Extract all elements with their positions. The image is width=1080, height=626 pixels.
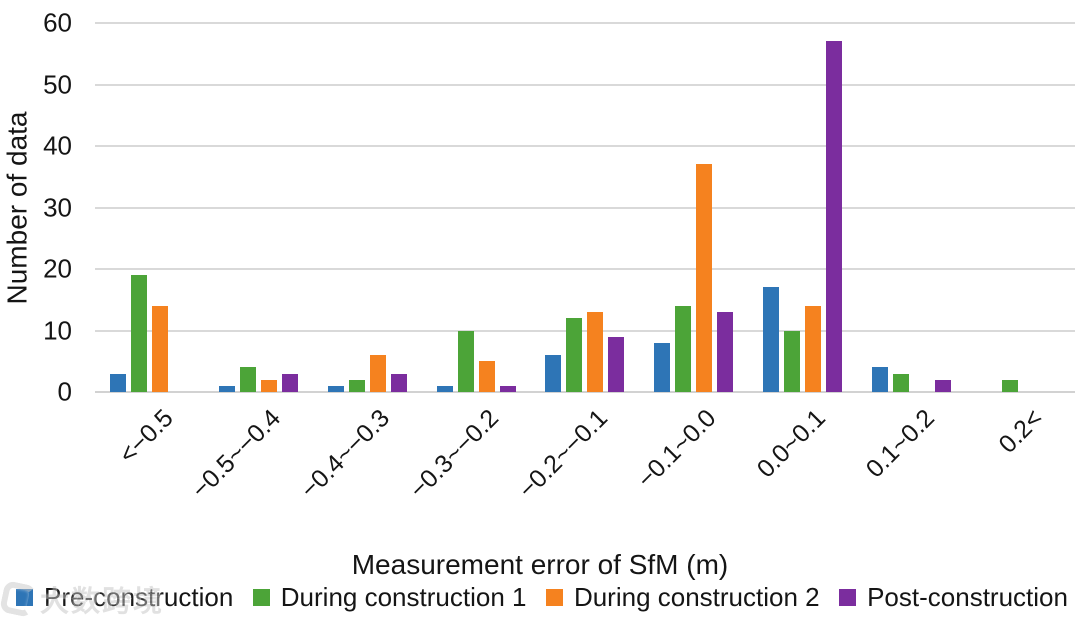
plot-area xyxy=(95,22,1075,393)
y-tick-label: 50 xyxy=(43,69,72,99)
bar-group xyxy=(639,23,748,392)
legend-item: During construction 1 xyxy=(252,582,527,613)
x-tick-label: 0.2< xyxy=(993,404,1049,459)
bar xyxy=(260,379,277,392)
bar xyxy=(499,385,516,392)
legend-swatch-icon xyxy=(839,589,857,606)
x-tick-label: 0.1~0.2 xyxy=(860,404,940,484)
y-tick-label: 0 xyxy=(57,376,72,407)
y-tick-label: 40 xyxy=(43,130,72,161)
legend-item: Post-construction xyxy=(839,582,1068,613)
x-tick-label: −0.2~−0.1 xyxy=(512,404,613,504)
bar-group xyxy=(422,23,531,392)
legend-label: During construction 2 xyxy=(573,582,820,612)
bar xyxy=(457,330,474,392)
gridline xyxy=(95,145,1075,147)
legend-swatch-icon xyxy=(545,589,563,606)
gridline xyxy=(95,22,1075,24)
x-axis-labels: <−0.5 −0.5~−0.4 −0.4~−0.3 −0.3~−0.2 −0.2~−0.… xyxy=(95,404,1075,534)
bar xyxy=(478,361,495,392)
bar xyxy=(675,305,692,392)
bar xyxy=(436,385,453,392)
x-tick-label: <−0.5 xyxy=(113,404,179,470)
bar-group xyxy=(95,23,204,392)
legend-label: Pre-construction xyxy=(44,582,234,612)
x-axis-title: Measurement error of SfM (m) xyxy=(351,549,729,580)
bar xyxy=(109,373,126,392)
bar xyxy=(784,330,801,392)
bar xyxy=(696,164,713,392)
bar xyxy=(281,373,298,392)
bar-group xyxy=(313,23,422,392)
bar xyxy=(893,373,910,392)
bar-group xyxy=(531,23,640,392)
bar xyxy=(545,355,562,392)
bar xyxy=(717,312,734,392)
bar xyxy=(130,275,147,392)
bar xyxy=(327,385,344,392)
bar-group xyxy=(748,23,857,392)
bar xyxy=(763,287,780,392)
bar xyxy=(805,305,822,392)
bar xyxy=(566,318,583,392)
x-tick-label: 0.0~0.1 xyxy=(751,404,831,484)
x-tick-label: −0.4~−0.3 xyxy=(295,404,396,504)
y-tick-label: 10 xyxy=(43,315,72,345)
bar-group xyxy=(857,23,966,392)
gridline xyxy=(95,329,1075,332)
bar xyxy=(1002,379,1019,392)
y-axis-ticks: 0 10 20 30 40 50 60 xyxy=(0,8,82,407)
gridlines xyxy=(95,22,1075,393)
x-tick-label: −0.3~−0.2 xyxy=(403,404,504,504)
bars-layer xyxy=(95,23,1075,392)
bar xyxy=(239,367,256,392)
y-tick-label: 20 xyxy=(43,253,72,284)
legend-label: Post-construction xyxy=(867,582,1068,612)
legend-swatch-icon xyxy=(252,589,270,606)
gridline xyxy=(95,83,1075,86)
bar xyxy=(872,367,889,392)
gridline xyxy=(95,268,1075,270)
gridline xyxy=(95,206,1075,209)
x-tick-label: −0.1~0.0 xyxy=(632,404,722,494)
y-tick-label: 60 xyxy=(43,7,72,38)
bar xyxy=(654,342,671,392)
bar xyxy=(218,385,235,392)
legend-item: Pre-construction xyxy=(16,582,233,613)
y-tick-label: 30 xyxy=(43,192,72,222)
bar-group xyxy=(204,23,313,392)
bar xyxy=(587,312,604,392)
bar xyxy=(935,379,952,392)
bar xyxy=(390,373,407,392)
legend-item: During construction 2 xyxy=(545,582,820,613)
legend: Pre-construction During construction 1 Dur… xyxy=(16,582,1068,613)
bar xyxy=(348,379,365,392)
gridline xyxy=(95,391,1075,393)
bar xyxy=(151,305,168,392)
x-tick-label: −0.5~−0.4 xyxy=(186,404,287,504)
bar xyxy=(369,355,386,392)
bar-group xyxy=(966,23,1075,392)
legend-label: During construction 1 xyxy=(280,582,527,612)
legend-swatch-icon xyxy=(16,589,33,606)
bar xyxy=(826,41,843,392)
bar xyxy=(608,336,625,392)
